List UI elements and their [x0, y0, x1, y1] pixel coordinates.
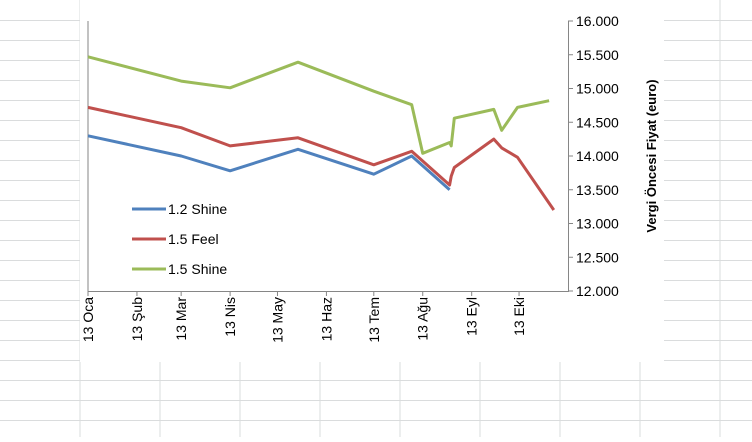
- legend-label: 1.5 Feel: [168, 231, 219, 247]
- x-tick-label: 13 Ağu: [415, 297, 431, 341]
- x-tick-label: 13 Mar: [173, 297, 189, 341]
- x-tick-label: 13 Nis: [222, 297, 238, 337]
- x-tick-label: 13 May: [269, 297, 285, 343]
- x-tick-label: 13 Şub: [129, 297, 145, 342]
- series-line-3[interactable]: [87, 55, 550, 155]
- legend-label: 1.2 Shine: [168, 201, 227, 217]
- y-axis-title: Vergi Öncesi Fiyat (euro): [644, 79, 659, 232]
- x-tick-label: 13 Eyl: [464, 297, 480, 336]
- y-tick-label: 13.000: [576, 216, 619, 232]
- series-line-2[interactable]: [87, 105, 556, 211]
- y-tick-label: 12.500: [576, 249, 619, 265]
- legend-label: 1.5 Shine: [168, 261, 227, 277]
- y-tick-label: 16.000: [576, 13, 619, 29]
- x-tick-label: 13 Oca: [80, 297, 96, 342]
- series-line-1[interactable]: [87, 134, 451, 191]
- x-tick-label: 13 Tem: [366, 297, 382, 343]
- x-tick-label: 13 Eki: [511, 297, 527, 336]
- y-tick-label: 14.000: [576, 148, 619, 164]
- chart-area[interactable]: 12.000 12.500 13.000 13.500 14.000 14.500 15.0…: [80, 0, 664, 362]
- y-tick-label: 15.500: [576, 47, 619, 63]
- line-chart: 12.000 12.500 13.000 13.500 14.000 14.500 15.0…: [80, 13, 659, 343]
- x-tick-label: 13 Haz: [318, 297, 334, 341]
- y-tick-label: 12.000: [576, 283, 619, 299]
- y-tick-label: 13.500: [576, 182, 619, 198]
- y-tick-label: 14.500: [576, 114, 619, 130]
- y-tick-label: 15.000: [576, 81, 619, 97]
